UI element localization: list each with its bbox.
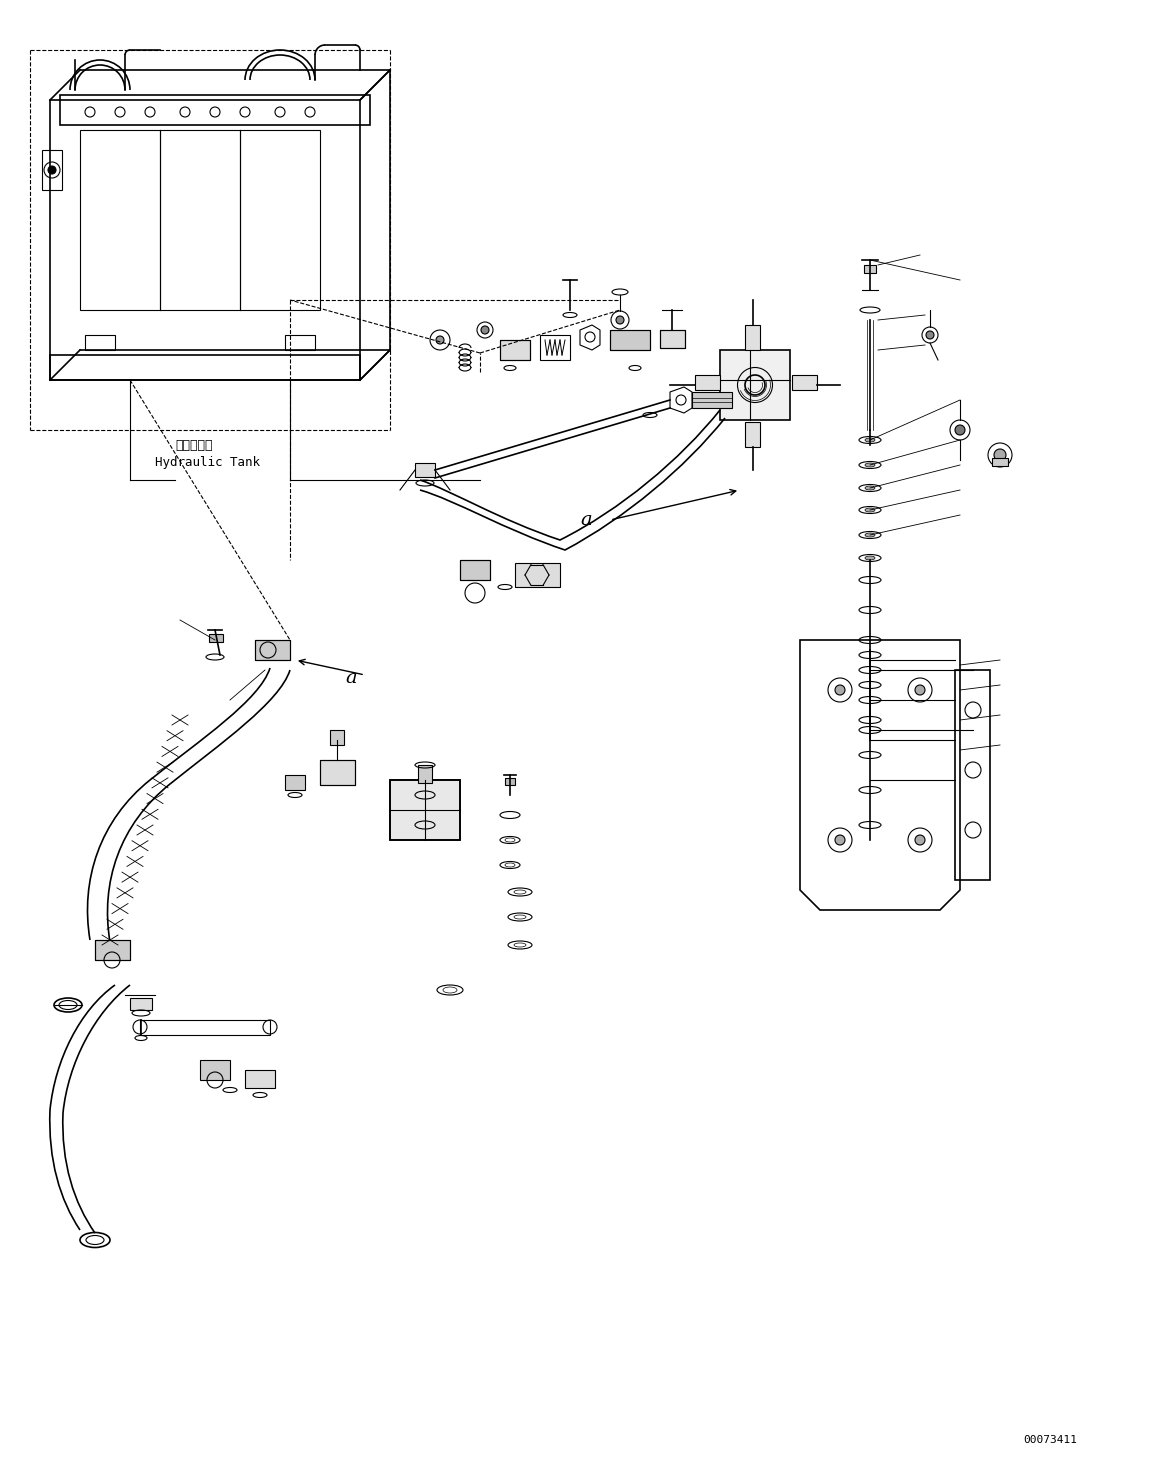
Bar: [695, 376, 720, 390]
Bar: [330, 731, 344, 745]
Bar: [659, 330, 685, 348]
Bar: [745, 422, 759, 447]
Bar: [140, 1020, 270, 1036]
Ellipse shape: [865, 486, 875, 490]
Circle shape: [835, 835, 846, 845]
Circle shape: [915, 835, 925, 845]
Bar: [255, 640, 290, 660]
Bar: [500, 340, 530, 359]
Circle shape: [48, 166, 56, 175]
Bar: [505, 778, 515, 785]
Bar: [390, 780, 461, 841]
Bar: [992, 458, 1008, 467]
Circle shape: [436, 336, 444, 343]
Bar: [200, 1061, 230, 1080]
Text: 油圧タンク: 油圧タンク: [174, 439, 213, 452]
Bar: [285, 334, 315, 351]
Bar: [515, 563, 561, 587]
Circle shape: [915, 685, 925, 695]
Bar: [240, 131, 320, 310]
Bar: [80, 131, 160, 310]
Circle shape: [616, 315, 625, 324]
Ellipse shape: [865, 533, 875, 537]
Ellipse shape: [865, 508, 875, 512]
Bar: [792, 376, 816, 390]
Bar: [415, 464, 435, 477]
Bar: [320, 760, 355, 785]
Bar: [95, 940, 130, 959]
Circle shape: [955, 425, 965, 436]
Text: 00073411: 00073411: [1023, 1435, 1077, 1445]
Bar: [418, 764, 431, 783]
Bar: [285, 775, 305, 791]
Bar: [461, 560, 490, 579]
Text: Hydraulic Tank: Hydraulic Tank: [155, 455, 261, 468]
Bar: [540, 334, 570, 359]
Bar: [60, 95, 370, 125]
Bar: [320, 760, 355, 785]
Text: a: a: [345, 669, 357, 687]
Bar: [461, 560, 490, 579]
Bar: [611, 330, 650, 351]
Circle shape: [926, 332, 934, 339]
Bar: [130, 998, 152, 1009]
Bar: [209, 634, 223, 643]
Bar: [390, 780, 461, 841]
Circle shape: [994, 449, 1006, 461]
Bar: [245, 1069, 274, 1089]
Bar: [42, 150, 62, 191]
Ellipse shape: [865, 556, 875, 560]
Circle shape: [481, 326, 488, 334]
Ellipse shape: [865, 464, 875, 467]
Bar: [745, 326, 759, 351]
Bar: [255, 640, 290, 660]
Bar: [720, 351, 790, 420]
Bar: [95, 940, 130, 959]
Bar: [692, 392, 732, 408]
Bar: [50, 355, 361, 380]
Bar: [85, 334, 115, 351]
Ellipse shape: [865, 439, 875, 442]
Bar: [611, 330, 650, 351]
Bar: [50, 100, 361, 380]
Bar: [659, 330, 685, 348]
Bar: [500, 340, 530, 359]
Text: a: a: [580, 511, 592, 530]
Circle shape: [835, 685, 846, 695]
Bar: [864, 266, 876, 273]
